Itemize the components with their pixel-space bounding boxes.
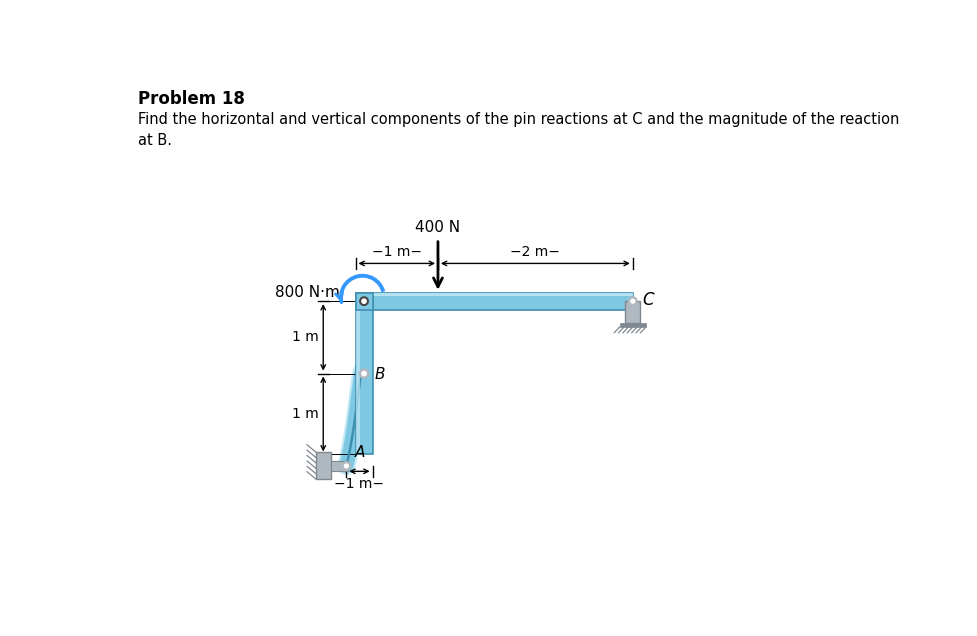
Text: −1 m−: −1 m− (334, 478, 384, 492)
Circle shape (631, 299, 635, 303)
Text: Find the horizontal and vertical components of the pin reactions at C and the ma: Find the horizontal and vertical compone… (139, 112, 900, 127)
Text: −1 m−: −1 m− (372, 245, 422, 259)
Text: $B$: $B$ (374, 366, 386, 382)
Circle shape (342, 462, 351, 470)
Text: 800 N·m: 800 N·m (276, 285, 340, 300)
Text: 1 m: 1 m (292, 330, 319, 344)
Text: at B.: at B. (139, 134, 172, 148)
FancyBboxPatch shape (619, 322, 646, 327)
FancyBboxPatch shape (356, 293, 633, 296)
FancyBboxPatch shape (356, 293, 372, 454)
FancyBboxPatch shape (317, 452, 331, 480)
Circle shape (345, 464, 348, 468)
Text: 1 m: 1 m (292, 407, 319, 421)
Circle shape (360, 297, 368, 305)
Circle shape (361, 299, 366, 303)
FancyBboxPatch shape (356, 293, 360, 454)
Circle shape (361, 371, 366, 376)
Circle shape (360, 369, 368, 378)
Circle shape (628, 297, 637, 305)
Text: −2 m−: −2 m− (510, 245, 560, 259)
Text: $A$: $A$ (354, 444, 366, 460)
Text: 400 N: 400 N (415, 220, 460, 235)
FancyBboxPatch shape (625, 301, 640, 322)
FancyBboxPatch shape (356, 293, 372, 310)
Text: Problem 18: Problem 18 (139, 90, 245, 108)
FancyBboxPatch shape (356, 293, 633, 310)
Text: $C$: $C$ (642, 291, 656, 309)
FancyBboxPatch shape (331, 461, 348, 471)
